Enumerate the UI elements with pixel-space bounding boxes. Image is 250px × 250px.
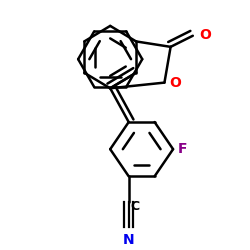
Text: N: N: [123, 233, 134, 247]
Text: O: O: [170, 76, 181, 90]
Text: O: O: [199, 28, 211, 42]
Text: C: C: [130, 200, 139, 213]
Text: F: F: [178, 142, 188, 156]
